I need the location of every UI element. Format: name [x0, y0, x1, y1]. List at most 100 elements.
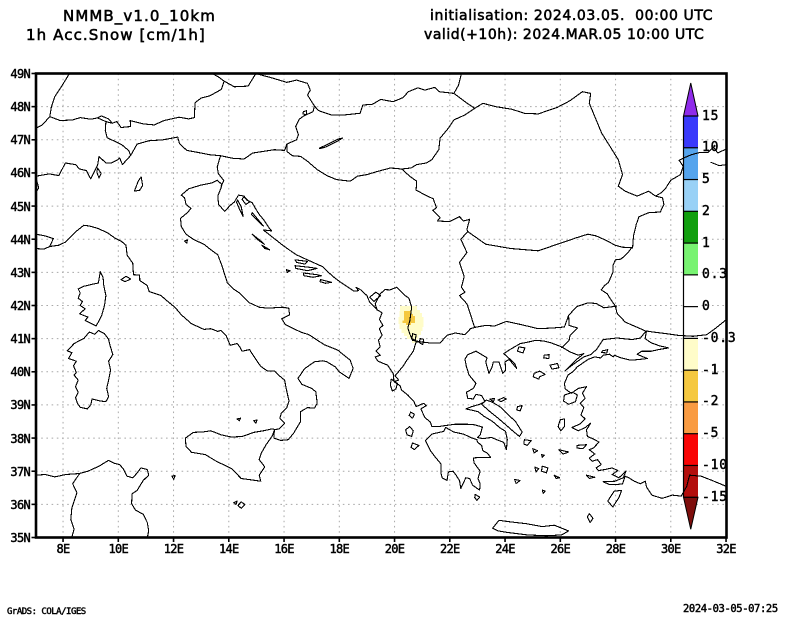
- coastline: [585, 474, 596, 480]
- country-border: [393, 341, 423, 383]
- snow-shading: [398, 306, 424, 343]
- country-border: [216, 155, 225, 187]
- y-axis-label-46N: 46N: [10, 166, 31, 181]
- colorbar-label--0.3: -0.3: [702, 330, 737, 346]
- country-border: [401, 107, 476, 170]
- coastline: [424, 426, 492, 491]
- coastline: [601, 349, 609, 354]
- frame-and-ticks: [31, 72, 728, 542]
- country-border: [568, 302, 617, 316]
- coastline: [302, 272, 322, 278]
- colorbar-label-1: 1: [702, 235, 711, 251]
- x-axis-label-28E: 28E: [605, 542, 627, 556]
- coastline: [492, 519, 570, 537]
- coastline: [541, 489, 546, 494]
- y-axis-label-36N: 36N: [10, 497, 31, 512]
- coastline: [318, 137, 344, 150]
- coastline: [553, 474, 561, 480]
- y-axis-label-39N: 39N: [10, 398, 31, 413]
- coastline: [410, 442, 420, 451]
- coastline: [516, 346, 526, 354]
- coastline: [563, 391, 578, 405]
- x-axis-label-20E: 20E: [384, 542, 406, 556]
- coastline: [710, 161, 727, 167]
- country-border: [111, 88, 222, 129]
- country-border: [219, 143, 288, 160]
- colorbar-label-15: 15: [702, 108, 720, 124]
- coastline: [389, 378, 398, 392]
- coastline: [523, 439, 532, 446]
- y-axis-label-44N: 44N: [10, 232, 31, 247]
- coastline: [302, 110, 308, 116]
- country-border: [453, 73, 462, 94]
- coastline: [261, 244, 271, 251]
- colorbar-label--2: -2: [702, 394, 720, 410]
- model-title: NMMB_v1.0_10km: [63, 7, 216, 26]
- colorbar-label--1: -1: [702, 362, 720, 378]
- country-border: [588, 92, 657, 197]
- country-border: [313, 86, 455, 116]
- coastline: [532, 370, 546, 380]
- country-border: [36, 233, 54, 247]
- coastline: [549, 362, 560, 370]
- colorbar-label--10: -10: [702, 457, 728, 473]
- gridlines: [36, 73, 727, 538]
- x-axis-label-18E: 18E: [329, 542, 350, 556]
- coastline: [70, 472, 81, 538]
- coastline: [241, 196, 251, 205]
- coastline: [543, 354, 550, 360]
- country-border: [286, 143, 403, 182]
- country-border: [223, 73, 315, 107]
- field-title: 1h Acc.Snow [cm/1h]: [26, 26, 206, 45]
- coastline: [497, 397, 507, 403]
- x-axis-label-14E: 14E: [219, 542, 240, 556]
- coastline: [474, 493, 481, 501]
- y-axis-label-45N: 45N: [10, 199, 31, 214]
- x-axis-label-12E: 12E: [163, 542, 185, 556]
- country-border: [49, 116, 99, 122]
- coastline: [236, 417, 241, 422]
- coastline: [171, 474, 176, 480]
- y-axis-label-42N: 42N: [10, 299, 31, 313]
- coastline: [481, 399, 523, 437]
- coastline: [405, 425, 414, 437]
- coastline: [184, 239, 188, 244]
- colorbar-label-10: 10: [702, 140, 720, 156]
- colorbar-label-5: 5: [702, 172, 711, 188]
- country-border: [421, 326, 476, 344]
- x-axis-label-16E: 16E: [274, 542, 295, 556]
- coastline: [563, 318, 727, 499]
- x-axis-label-8E: 8E: [56, 542, 70, 556]
- y-axis-label-41N: 41N: [10, 332, 31, 347]
- y-axis-label-43N: 43N: [10, 265, 31, 280]
- y-axis-label-48N: 48N: [10, 100, 31, 115]
- coastline: [237, 501, 246, 509]
- coastline: [586, 513, 594, 524]
- coastline: [558, 449, 570, 455]
- coastline: [253, 419, 258, 424]
- country-border: [453, 92, 476, 109]
- coastline: [251, 233, 265, 245]
- x-axis-label-32E: 32E: [716, 542, 737, 556]
- coastline: [66, 329, 114, 410]
- coastline: [120, 275, 132, 283]
- country-border: [474, 314, 570, 330]
- coastline: [576, 444, 588, 450]
- y-axis-label-37N: 37N: [10, 464, 31, 479]
- map-lines: [36, 73, 727, 538]
- coastline: [233, 500, 238, 505]
- coastline: [133, 176, 144, 192]
- x-axis-label-22E: 22E: [440, 542, 461, 556]
- coastline: [514, 478, 521, 485]
- country-border: [36, 154, 132, 180]
- country-border: [49, 73, 70, 118]
- coastline: [235, 199, 244, 218]
- grads-credit: GrADS: COLA/IGES: [7, 607, 87, 617]
- coastline: [96, 167, 102, 179]
- country-border: [130, 136, 222, 157]
- y-axis-label-35N: 35N: [10, 531, 31, 545]
- coastline: [294, 265, 318, 272]
- snow-patch: [402, 311, 415, 325]
- y-axis-label-49N: 49N: [10, 67, 31, 81]
